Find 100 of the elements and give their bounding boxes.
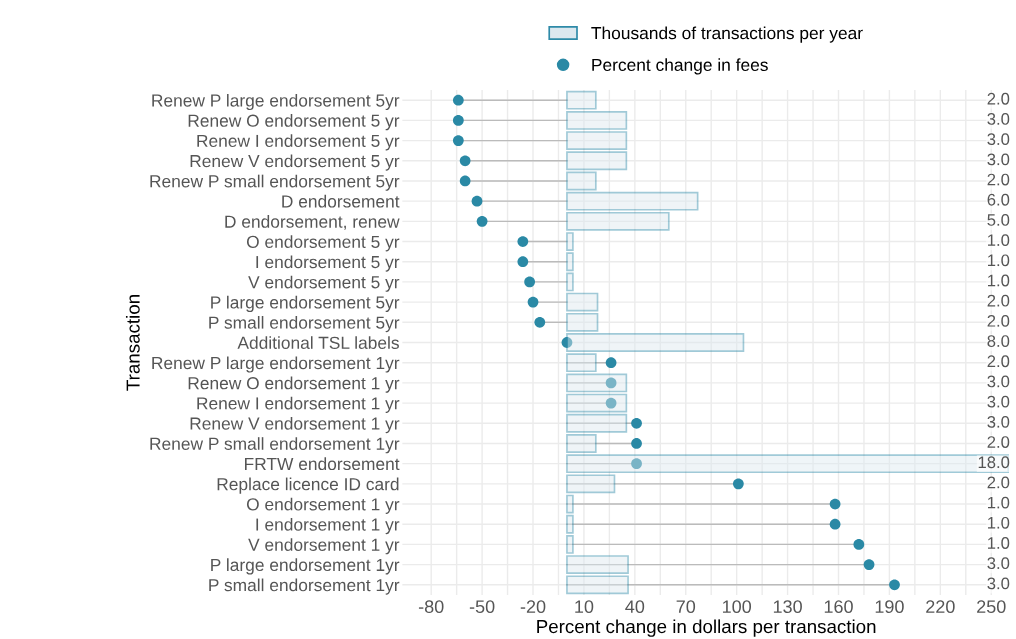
annotation: 6.0 (987, 193, 1010, 206)
y-tick-label: Renew O endorsement 5 yr (188, 114, 400, 131)
point (476, 215, 488, 227)
x-tick-label: 130 (773, 600, 802, 614)
annotation: 3.0 (987, 557, 1010, 570)
bar (566, 575, 629, 595)
point (732, 478, 744, 490)
y-tick-label: P small endorsement 5yr (209, 316, 400, 333)
point (853, 539, 865, 550)
annotation: 1.0 (988, 537, 1010, 549)
annotation: 2.0 (987, 92, 1010, 105)
y-tick-label: P small endorsement 1yr (209, 578, 400, 595)
point (459, 155, 471, 167)
y-tick-label: P large endorsement 5yr (211, 295, 400, 313)
x-tick-label: 10 (575, 600, 594, 614)
y-tick-label: Renew P large endorsement 1yr (152, 356, 400, 373)
annotation: 3.0 (987, 375, 1010, 388)
bar (566, 312, 599, 332)
annotation: 1.0 (988, 274, 1010, 287)
point (631, 458, 642, 470)
x-tick-label: 220 (926, 600, 955, 614)
x-axis-title: Percent change in dollars per transaction (537, 619, 876, 637)
point (471, 195, 483, 207)
bar (566, 272, 574, 292)
y-tick-label: I endorsement 5 yr (256, 255, 400, 272)
y-tick-label: Renew I endorsement 1 yr (197, 396, 400, 413)
x-tick-label: 40 (625, 600, 645, 614)
annotation: 2.0 (987, 355, 1010, 368)
annotation: 1.0 (988, 496, 1010, 509)
bar (566, 434, 597, 453)
point (459, 175, 471, 187)
y-tick-label: Renew I endorsement 5 yr (197, 134, 400, 151)
point (452, 115, 464, 126)
x-tick-label: 250 (977, 600, 1006, 614)
point (863, 559, 875, 570)
x-tick-label: 190 (875, 600, 904, 614)
x-tick-label: -50 (469, 600, 495, 614)
bar (566, 151, 628, 171)
bar (566, 535, 574, 554)
bar (566, 494, 574, 514)
annotation: 8.0 (987, 335, 1010, 347)
bar (566, 373, 628, 393)
bar (566, 211, 670, 231)
point (527, 296, 539, 308)
y-tick-label: Replace licence ID card (217, 477, 399, 494)
y-tick-label: V endorsement 5 yr (248, 275, 400, 292)
bar (566, 252, 574, 272)
point (452, 94, 464, 106)
y-tick-label: V endorsement 1 yr (248, 538, 400, 555)
bar (566, 292, 599, 312)
point (605, 357, 617, 369)
y-tick-label: FRTW endorsement (245, 457, 400, 471)
point (889, 579, 900, 591)
annotation: 3.0 (987, 133, 1010, 146)
bar (566, 191, 699, 211)
bar (566, 353, 597, 373)
point (605, 397, 617, 409)
bar (566, 393, 628, 413)
legend-label: Percent change in fees (592, 58, 768, 75)
point (631, 438, 642, 449)
annotation: 18.0 (978, 456, 1010, 469)
annotation: 1.0 (988, 516, 1010, 529)
point (605, 377, 617, 389)
bar (566, 555, 629, 575)
bar (566, 131, 628, 150)
bar (566, 333, 745, 352)
point (517, 236, 529, 247)
x-tick-label: 70 (676, 600, 696, 614)
x-tick-label: -20 (520, 600, 546, 614)
annotation: 3.0 (987, 113, 1010, 125)
y-tick-label: Renew P small endorsement 5yr (150, 174, 400, 191)
x-tick-label: -80 (418, 600, 444, 614)
annotation: 2.0 (987, 436, 1010, 448)
bar (566, 474, 616, 494)
point (517, 256, 529, 268)
point (561, 337, 573, 348)
y-tick-label: D endorsement, renew (225, 215, 400, 230)
y-tick-label: P large endorsement 1yr (211, 558, 400, 575)
y-tick-label: Additional TSL labels (237, 336, 399, 349)
bar (566, 110, 628, 130)
point (829, 518, 841, 530)
y-tick-label: Renew O endorsement 1 yr (188, 376, 400, 393)
y-tick-label: O endorsement 5 yr (246, 235, 400, 252)
annotation: 2.0 (987, 294, 1010, 307)
annotation: 2.0 (987, 476, 1010, 489)
point (524, 276, 535, 288)
annotation: 5.0 (987, 214, 1010, 226)
annotation: 2.0 (987, 173, 1010, 186)
annotation: 3.0 (987, 395, 1010, 408)
bar (566, 454, 1010, 474)
point (452, 135, 464, 146)
annotation: 1.0 (988, 254, 1010, 267)
x-tick-label: 100 (722, 600, 752, 614)
annotation: 3.0 (987, 415, 1010, 428)
bar (566, 514, 574, 534)
y-tick-label: I endorsement 1 yr (256, 517, 400, 535)
y-tick-label: D endorsement (282, 194, 400, 208)
annotation: 3.0 (987, 153, 1010, 166)
y-tick-label: Renew V endorsement 1 yr (190, 416, 400, 434)
annotation: 2.0 (987, 314, 1010, 327)
